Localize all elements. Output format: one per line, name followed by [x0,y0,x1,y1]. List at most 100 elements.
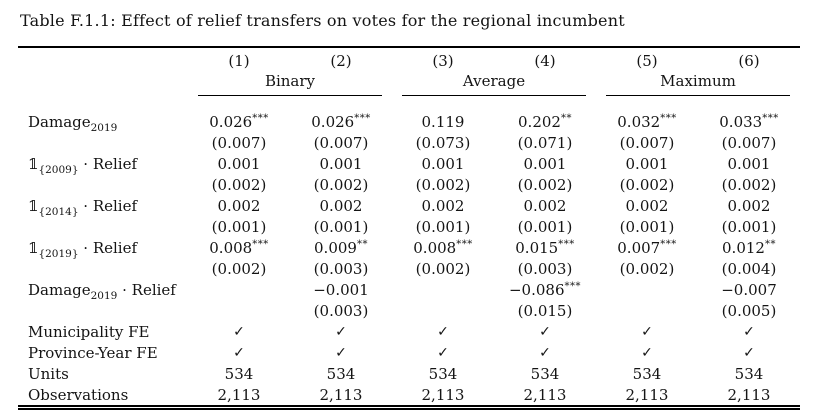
standard-error-cell: (0.007) [313,134,369,152]
label-subscript: {2014} [38,206,79,218]
estimate-value: 0.202 [518,113,561,131]
row-label-spacer [18,216,188,237]
estimate-cell: 0.119 [392,96,494,132]
check-cell: ✓ [188,321,290,342]
estimate-value: 0.009 [314,239,357,257]
table-title: Table F.1.1: Effect of relief transfers … [20,11,625,30]
standard-error-cell: (0.001) [619,218,675,236]
estimate-row: 𝟙{2014} · Relief 0.002 0.002 0.002 0.002 0.00… [18,195,800,218]
standard-error-cell: (0.003) [517,260,573,278]
check-cell: ✓ [188,342,290,363]
row-label: Damage2019 [28,113,118,134]
estimate-value: 0.001 [523,155,567,173]
standard-error-cell: (0.002) [415,176,471,194]
check-cell: ✓ [392,342,494,363]
checkmark-icon: ✓ [335,324,347,340]
estimate-value: 0.002 [523,197,567,215]
column-number-row: (1) (2) (3) (4) (5) (6) [18,47,800,71]
standard-error-cell: (0.003) [313,302,369,320]
estimate-value: −0.001 [313,281,369,299]
row-label-spacer [18,47,188,71]
estimate-value: 0.012 [722,239,765,257]
checkmark-icon: ✓ [437,324,449,340]
statistic-row: Units 534 534 534 534 534 534 [18,363,800,384]
column-group-cell: Binary [188,71,392,96]
check-cell: ✓ [494,321,596,342]
estimate-value: 0.007 [617,239,661,257]
standard-error-cell: (0.002) [211,176,267,194]
estimate-row: Damage2019 0.026*** 0.026*** 0.119 0.202** 0.… [18,96,800,134]
estimate-cell: 0.202** [494,96,596,132]
standard-error-cell: (0.002) [517,176,573,194]
standard-error-cell: (0.002) [619,176,675,194]
fixed-effects-row: Municipality FE ✓ ✓ ✓ ✓ ✓ ✓ [18,321,800,342]
statistic-cell: 2,113 [523,386,567,404]
standard-error-cell: (0.071) [517,134,573,152]
label-subscript: 2019 [90,290,118,302]
fixed-effects-row: Province-Year FE ✓ ✓ ✓ ✓ ✓ ✓ [18,342,800,363]
label-subscript: {2009} [38,164,79,176]
standard-error-cell: (0.002) [313,176,369,194]
statistic-row: Observations 2,113 2,113 2,113 2,113 2,113 2,1… [18,384,800,408]
column-group-label: Binary [264,72,316,90]
statistic-cell: 534 [734,365,764,383]
checkmark-icon: ✓ [539,324,551,340]
statistic-cell: 2,113 [727,386,771,404]
checkmark-icon: ✓ [437,345,449,361]
row-label-spacer [18,132,188,153]
statistic-cell: 2,113 [421,386,465,404]
standard-error-cell: (0.005) [721,302,777,320]
checkmark-icon: ✓ [539,345,551,361]
estimate-cell: 0.007*** [596,237,698,258]
estimate-cell: −0.001 [290,279,392,300]
estimate-cell: 0.002 [188,195,290,216]
column-group-cell: Average [392,71,596,96]
estimate-value: −0.007 [721,281,777,299]
checkmark-icon: ✓ [641,324,653,340]
estimate-value: 0.001 [625,155,669,173]
column-group-row: Binary Average Maximum [18,71,800,96]
estimate-cell: 0.002 [494,195,596,216]
standard-error-cell: (0.002) [721,176,777,194]
estimate-value: 0.002 [217,197,261,215]
standard-error-cell: (0.007) [211,134,267,152]
estimate-value: 0.002 [625,197,669,215]
check-cell: ✓ [494,342,596,363]
standard-error-cell: (0.003) [313,260,369,278]
column-group-label: Average [462,72,526,90]
standard-error-cell: (0.002) [211,260,267,278]
estimate-cell: 0.012** [698,237,800,258]
check-cell: ✓ [290,321,392,342]
estimate-cell [596,279,698,300]
statistic-cell: 2,113 [319,386,363,404]
column-group-underline: Binary [198,71,382,96]
significance-stars: *** [252,239,269,250]
statistic-cell: 2,113 [217,386,261,404]
standard-error-cell [392,300,494,321]
checkmark-icon: ✓ [743,345,755,361]
estimate-value: 0.002 [421,197,465,215]
row-label-spacer [18,71,188,96]
estimate-cell: 0.001 [290,153,392,174]
estimate-cell: 0.002 [698,195,800,216]
standard-error-cell: (0.004) [721,260,777,278]
standard-error-cell: (0.001) [211,218,267,236]
standard-error-cell: (0.002) [415,260,471,278]
standard-error-cell: (0.002) [619,260,675,278]
estimate-cell: −0.086*** [494,279,596,300]
column-group-underline: Maximum [606,71,790,96]
standard-error-cell: (0.015) [517,302,573,320]
significance-stars: *** [762,113,779,124]
estimate-value: 0.015 [515,239,559,257]
estimate-cell: 0.001 [698,153,800,174]
estimate-value: 0.032 [617,113,661,131]
checkmark-icon: ✓ [233,324,245,340]
estimate-value: 0.008 [209,239,253,257]
column-number: (1) [228,52,250,70]
estimate-cell: 0.015*** [494,237,596,258]
estimate-value: 0.026 [311,113,355,131]
estimate-value: 0.002 [319,197,363,215]
regression-table: (1) (2) (3) (4) (5) (6) Binary Average Maximum D… [18,46,800,410]
checkmark-icon: ✓ [641,345,653,361]
